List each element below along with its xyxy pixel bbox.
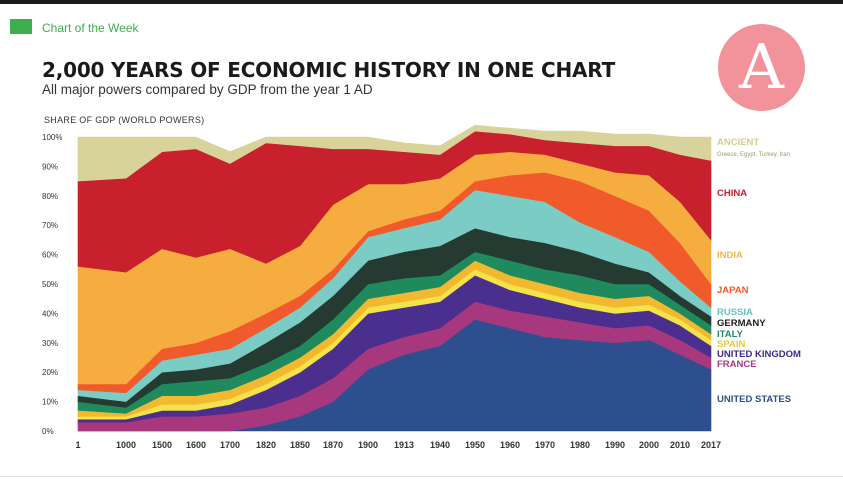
x-tick-label: 1913 — [394, 440, 414, 450]
x-tick-label: 1700 — [220, 440, 240, 450]
legend-germany: GERMANY — [717, 318, 766, 329]
y-tick-label: 80% — [42, 192, 58, 201]
x-tick-label: 1980 — [570, 440, 590, 450]
x-tick-label: 1000 — [116, 440, 136, 450]
legend-france: FRANCE — [717, 359, 757, 370]
tag-marker — [10, 19, 32, 34]
bottom-rule — [0, 476, 843, 477]
y-tick-label: 60% — [42, 251, 58, 260]
x-tick-label: 1500 — [152, 440, 172, 450]
y-tick-label: 100% — [42, 133, 62, 142]
legend-india: INDIA — [717, 250, 743, 261]
top-bar — [0, 0, 843, 4]
x-tick-label: 1970 — [535, 440, 555, 450]
y-tick-label: 30% — [42, 339, 58, 348]
legend-china: CHINA — [717, 188, 747, 199]
x-tick-label: 1 — [75, 440, 80, 450]
x-tick-label: 2000 — [639, 440, 659, 450]
legend-japan: JAPAN — [717, 285, 749, 296]
x-tick-label: 1940 — [430, 440, 450, 450]
x-tick-label: 1900 — [358, 440, 378, 450]
x-tick-label: 1990 — [605, 440, 625, 450]
brand-logo: A — [718, 24, 805, 111]
y-tick-label: 50% — [42, 280, 58, 289]
y-tick-label: 70% — [42, 221, 58, 230]
y-axis-label: SHARE OF GDP (WORLD POWERS) — [44, 115, 205, 125]
x-tick-label: 2017 — [701, 440, 721, 450]
x-tick-label: 1950 — [465, 440, 485, 450]
legend-spain: SPAIN — [717, 339, 745, 350]
x-tick-label: 1850 — [290, 440, 310, 450]
legend-united-kingdom: UNITED KINGDOM — [717, 349, 801, 360]
y-tick-label: 20% — [42, 368, 58, 377]
legend-ancient: ANCIENT — [717, 137, 759, 148]
tag-label: Chart of the Week — [42, 21, 139, 35]
y-tick-label: 40% — [42, 309, 58, 318]
legend-russia: RUSSIA — [717, 307, 753, 318]
legend-united-states: UNITED STATES — [717, 394, 791, 405]
x-tick-label: 1600 — [186, 440, 206, 450]
chart-title: 2,000 YEARS OF ECONOMIC HISTORY IN ONE C… — [42, 58, 616, 82]
y-tick-label: 10% — [42, 398, 58, 407]
y-tick-label: 90% — [42, 162, 58, 171]
area-ancient-top — [77, 124, 712, 182]
legend-italy: ITALY — [717, 329, 744, 340]
legend-ancient-sublabel: Greece, Egypt, Turkey, Iran — [717, 152, 790, 158]
x-tick-label: 2010 — [670, 440, 690, 450]
y-tick-label: 0% — [42, 427, 54, 436]
x-tick-label: 1870 — [323, 440, 343, 450]
brand-logo-letter: A — [739, 30, 784, 103]
x-tick-label: 1960 — [500, 440, 520, 450]
x-tick-label: 1820 — [256, 440, 276, 450]
chart-subtitle: All major powers compared by GDP from th… — [42, 82, 373, 97]
